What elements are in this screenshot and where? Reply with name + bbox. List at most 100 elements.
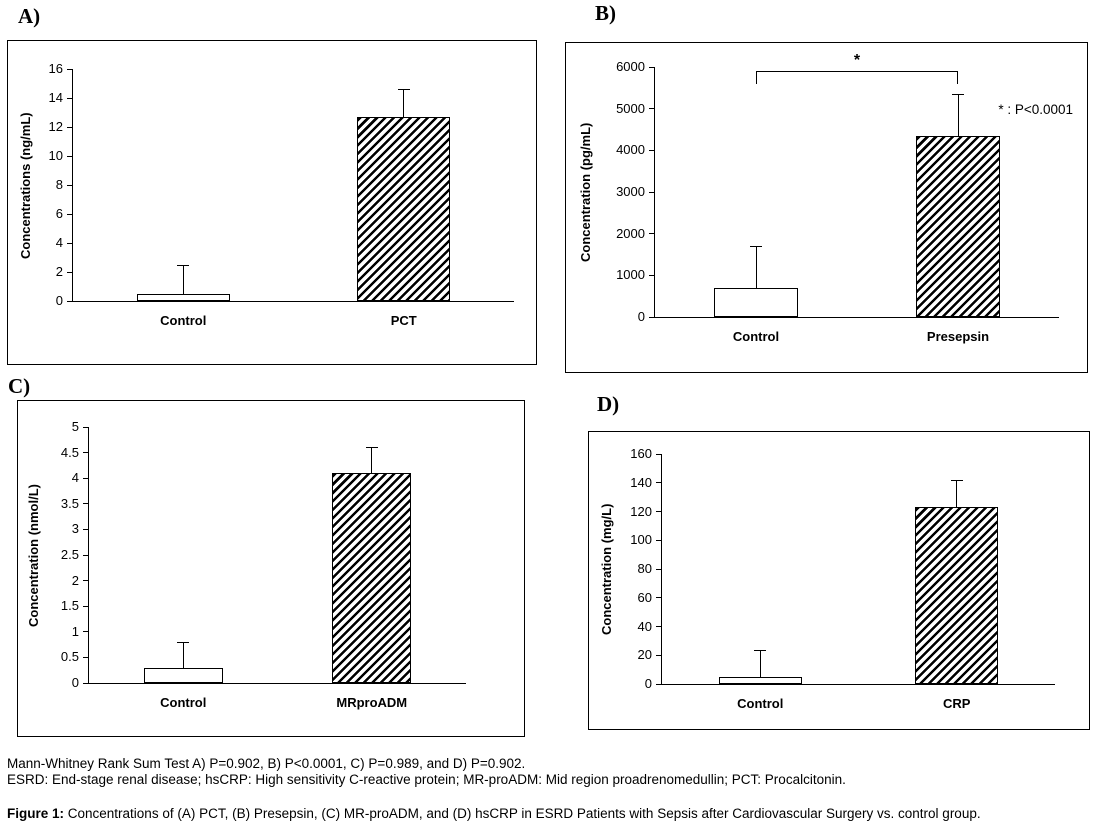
bar-control [136, 293, 230, 301]
y-tick [67, 97, 73, 99]
y-tick-label: 0 [55, 293, 63, 308]
y-tick-label: 120 [630, 503, 652, 519]
y-tick [67, 68, 73, 70]
category-label: Control [160, 695, 207, 710]
bar-control [143, 667, 223, 683]
bar-presepsin [915, 135, 1001, 317]
significance-star: * [853, 52, 861, 70]
y-tick [656, 453, 662, 455]
y-tick [67, 184, 73, 186]
figure-caption-text: Concentrations of (A) PCT, (B) Presepsin… [64, 806, 981, 821]
plot-area-b: 0 1000 2000 3000 4000 5000 6000 Control Presepsi… [616, 52, 1073, 344]
y-tick-label: 6 [55, 206, 63, 221]
error-bar-line [182, 264, 184, 294]
error-bar-cap [950, 479, 963, 481]
y-tick-label: 4 [55, 235, 63, 250]
y-tick [656, 654, 662, 656]
y-tick-label: 5000 [616, 100, 645, 116]
y-tick [67, 271, 73, 273]
y-tick-label: 60 [637, 589, 652, 605]
y-tick [649, 274, 655, 276]
y-tick-label: 12 [48, 119, 63, 134]
y-tick [649, 66, 655, 68]
y-tick-label: 0.5 [60, 649, 79, 665]
y-tick [83, 682, 89, 684]
category-label: Presepsin [926, 329, 990, 344]
y-tick [83, 580, 89, 582]
error-bar-line [371, 447, 373, 474]
y-tick [649, 191, 655, 193]
error-bar-cap [754, 649, 767, 651]
y-tick-label: 3 [71, 521, 79, 537]
y-tick-label: 2 [55, 264, 63, 279]
category-label: Control [732, 329, 780, 344]
bar-pct [357, 116, 451, 301]
error-bar-line [182, 642, 184, 668]
y-tick [656, 539, 662, 541]
y-tick-label: 3.5 [60, 495, 79, 511]
error-bar-cap [365, 447, 378, 449]
y-tick-label: 1.5 [60, 598, 79, 614]
y-tick [67, 242, 73, 244]
error-bar-cap [397, 89, 410, 91]
y-tick [83, 656, 89, 658]
error-bar-cap [952, 94, 964, 96]
error-bar-line [956, 479, 958, 508]
y-tick-label: 20 [637, 647, 652, 663]
error-bar-cap [177, 642, 190, 644]
y-tick-label: 4.5 [60, 444, 79, 460]
y-tick-label: 6000 [616, 59, 645, 74]
y-tick [83, 477, 89, 479]
figure-caption: Figure 1: Concentrations of (A) PCT, (B)… [7, 806, 981, 821]
y-tick [83, 426, 89, 428]
y-tick-label: 8 [55, 177, 63, 192]
error-bar-line [957, 94, 959, 136]
y-tick [649, 233, 655, 235]
y-tick-label: 1 [71, 623, 79, 639]
error-bar-cap [177, 264, 190, 266]
y-tick [83, 605, 89, 607]
y-tick [67, 300, 73, 302]
y-tick [83, 554, 89, 556]
y-tick-label: 1000 [616, 267, 645, 283]
y-tick-label: 160 [630, 446, 652, 461]
y-tick [656, 568, 662, 570]
y-tick-label: 2 [71, 572, 79, 588]
panel-c: Concentration (nmol/L) 0 0.5 1 1.5 2 2.5 3 3.5 4… [17, 400, 525, 737]
y-tick-label: 0 [644, 676, 652, 691]
y-tick [656, 597, 662, 599]
y-axis-label-b: Concentration (pg/mL) [578, 122, 593, 263]
y-tick [83, 528, 89, 530]
panel-label-a: A) [18, 4, 41, 28]
panel-b: Concentration (pg/mL) 0 1000 2000 3000 4000 5… [565, 42, 1088, 373]
plot-area-d: 0 20 40 60 80 100 120 140 160 Control CRP [630, 446, 1055, 711]
panel-a: Concentrations (ng/mL) 0 2 4 6 8 10 12 14 16 Cont… [7, 40, 537, 365]
panel-label-b: B) [595, 1, 616, 25]
error-bar-line [759, 649, 761, 677]
y-tick-label: 4000 [616, 142, 645, 158]
y-tick [656, 511, 662, 512]
y-tick [656, 482, 662, 484]
y-tick-label: 4 [71, 470, 79, 486]
y-tick-label: 40 [637, 618, 652, 634]
y-tick-label: 5 [71, 419, 79, 434]
y-tick-label: 14 [48, 90, 63, 105]
y-tick-label: 2.5 [60, 547, 79, 562]
caption-abbreviations-line: ESRD: End-stage renal disease; hsCRP: Hi… [7, 772, 846, 787]
caption-stats-line: Mann-Whitney Rank Sum Test A) P=0.902, B… [7, 756, 526, 771]
y-tick-label: 100 [630, 532, 652, 548]
significance-note: * : P<0.0001 [998, 101, 1073, 117]
y-tick [83, 503, 89, 505]
y-tick-label: 16 [48, 61, 63, 76]
bar-control [718, 676, 802, 684]
y-tick [83, 631, 89, 633]
y-tick [656, 626, 662, 627]
y-tick-label: 140 [630, 474, 652, 490]
y-tick-label: 3000 [616, 184, 645, 199]
y-tick [649, 316, 655, 318]
y-tick [67, 213, 73, 215]
error-bar-cap [750, 246, 762, 248]
category-label: PCT [390, 313, 417, 328]
y-tick-label: 2000 [616, 225, 645, 241]
error-bar-line [403, 89, 405, 117]
